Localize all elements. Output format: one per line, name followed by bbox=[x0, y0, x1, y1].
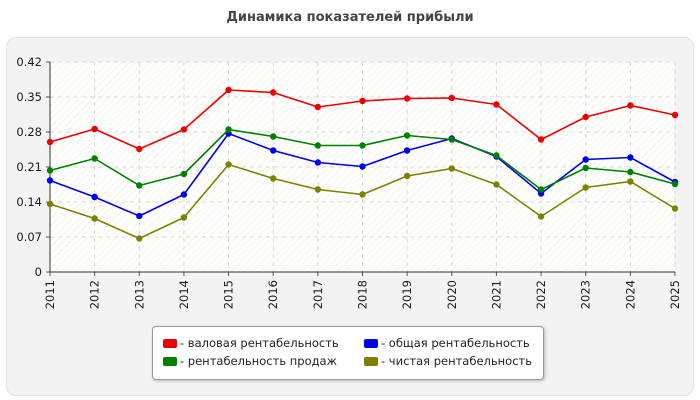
data-point bbox=[314, 142, 322, 149]
y-tick-label: 0.42 bbox=[16, 55, 42, 69]
data-point bbox=[359, 163, 366, 170]
data-point bbox=[91, 193, 98, 201]
data-point bbox=[136, 145, 143, 153]
x-tick-label: 2012 bbox=[88, 280, 102, 309]
data-point bbox=[537, 136, 545, 143]
data-point bbox=[627, 102, 634, 109]
data-point bbox=[180, 170, 188, 178]
data-point bbox=[270, 175, 277, 182]
x-tick-label: 2025 bbox=[668, 280, 682, 309]
data-point bbox=[136, 182, 143, 189]
data-point bbox=[314, 186, 322, 193]
data-point bbox=[359, 191, 366, 198]
data-point bbox=[403, 132, 411, 139]
legend-item-net: - чистая рентабельность bbox=[364, 354, 532, 368]
data-point bbox=[582, 164, 589, 172]
x-tick-label: 2023 bbox=[579, 280, 593, 309]
data-point bbox=[627, 154, 634, 161]
data-point bbox=[493, 152, 500, 159]
data-point bbox=[582, 184, 589, 191]
data-point bbox=[180, 191, 188, 198]
legend-swatch-net bbox=[364, 356, 378, 366]
data-point bbox=[136, 212, 143, 220]
data-point bbox=[403, 147, 411, 154]
y-tick-label: 0.35 bbox=[16, 90, 42, 104]
legend: - валовая рентабельность - общая рентабе… bbox=[152, 326, 544, 380]
x-tick-label: 2024 bbox=[623, 280, 637, 309]
data-point bbox=[46, 177, 54, 184]
data-point bbox=[403, 95, 411, 102]
axes bbox=[46, 61, 676, 276]
data-point bbox=[403, 172, 411, 180]
y-tick-label: 0.21 bbox=[16, 160, 42, 174]
data-point bbox=[91, 215, 98, 222]
legend-label-gross: - валовая рентабельность bbox=[180, 336, 339, 350]
legend-swatch-total bbox=[364, 338, 378, 348]
y-tick-label: 0 bbox=[35, 265, 42, 279]
data-point bbox=[671, 205, 679, 212]
data-point bbox=[270, 133, 277, 140]
data-point bbox=[270, 147, 277, 154]
series-3 bbox=[46, 161, 679, 242]
x-tick-label: 2017 bbox=[311, 280, 325, 309]
x-tick-label: 2018 bbox=[356, 280, 370, 309]
data-point bbox=[46, 167, 54, 174]
data-point bbox=[46, 200, 54, 208]
data-point bbox=[671, 111, 679, 119]
data-point bbox=[493, 101, 500, 108]
x-tick-label: 2013 bbox=[132, 280, 146, 309]
legend-swatch-sales bbox=[163, 356, 177, 366]
data-point bbox=[359, 142, 366, 149]
x-tick-label: 2014 bbox=[177, 280, 191, 309]
series-0 bbox=[46, 86, 679, 153]
data-point bbox=[91, 125, 98, 133]
data-point bbox=[493, 181, 500, 188]
legend-label-total: - общая рентабельность bbox=[381, 336, 530, 350]
data-point bbox=[448, 94, 455, 102]
legend-label-sales: - рентабельность продаж bbox=[180, 354, 337, 368]
data-point bbox=[448, 136, 455, 143]
data-point bbox=[46, 138, 54, 146]
tick-labels: 0 0.07 0.14 0.21 0.28 0.35 0.42 2011 2012 2013 201… bbox=[16, 55, 682, 309]
chart-title: Динамика показателей прибыли bbox=[226, 10, 474, 25]
legend-item-sales: - рентабельность продаж bbox=[163, 354, 337, 368]
data-point bbox=[582, 113, 589, 121]
data-point bbox=[225, 126, 232, 133]
legend-item-gross: - валовая рентабельность bbox=[163, 336, 339, 350]
x-tick-label: 2016 bbox=[266, 280, 280, 309]
x-tick-label: 2011 bbox=[43, 280, 57, 309]
data-point bbox=[270, 89, 277, 96]
series bbox=[46, 86, 679, 242]
data-point bbox=[359, 97, 366, 105]
x-tick-label: 2020 bbox=[445, 280, 459, 309]
y-tick-label: 0.07 bbox=[16, 230, 42, 244]
x-tick-label: 2019 bbox=[400, 280, 414, 309]
data-point bbox=[180, 214, 188, 221]
data-point bbox=[671, 180, 679, 188]
x-tick-label: 2015 bbox=[222, 280, 236, 309]
data-point bbox=[180, 126, 188, 133]
legend-swatch-gross bbox=[163, 338, 177, 348]
y-tick-label: 0.14 bbox=[16, 195, 42, 209]
data-point bbox=[537, 186, 545, 193]
data-point bbox=[448, 165, 455, 172]
series-2 bbox=[46, 126, 679, 193]
legend-item-total: - общая рентабельность bbox=[364, 336, 530, 350]
data-point bbox=[225, 161, 232, 168]
data-point bbox=[627, 178, 634, 185]
data-point bbox=[537, 213, 545, 220]
y-tick-label: 0.28 bbox=[16, 125, 42, 139]
data-point bbox=[627, 168, 634, 176]
legend-label-net: - чистая рентабельность bbox=[381, 354, 533, 368]
x-tick-label: 2022 bbox=[534, 280, 548, 309]
x-tick-label: 2021 bbox=[489, 280, 503, 309]
data-point bbox=[582, 156, 589, 163]
data-point bbox=[136, 235, 143, 242]
data-point bbox=[225, 86, 232, 94]
data-point bbox=[91, 155, 98, 162]
data-point bbox=[314, 103, 322, 111]
data-point bbox=[314, 159, 322, 166]
